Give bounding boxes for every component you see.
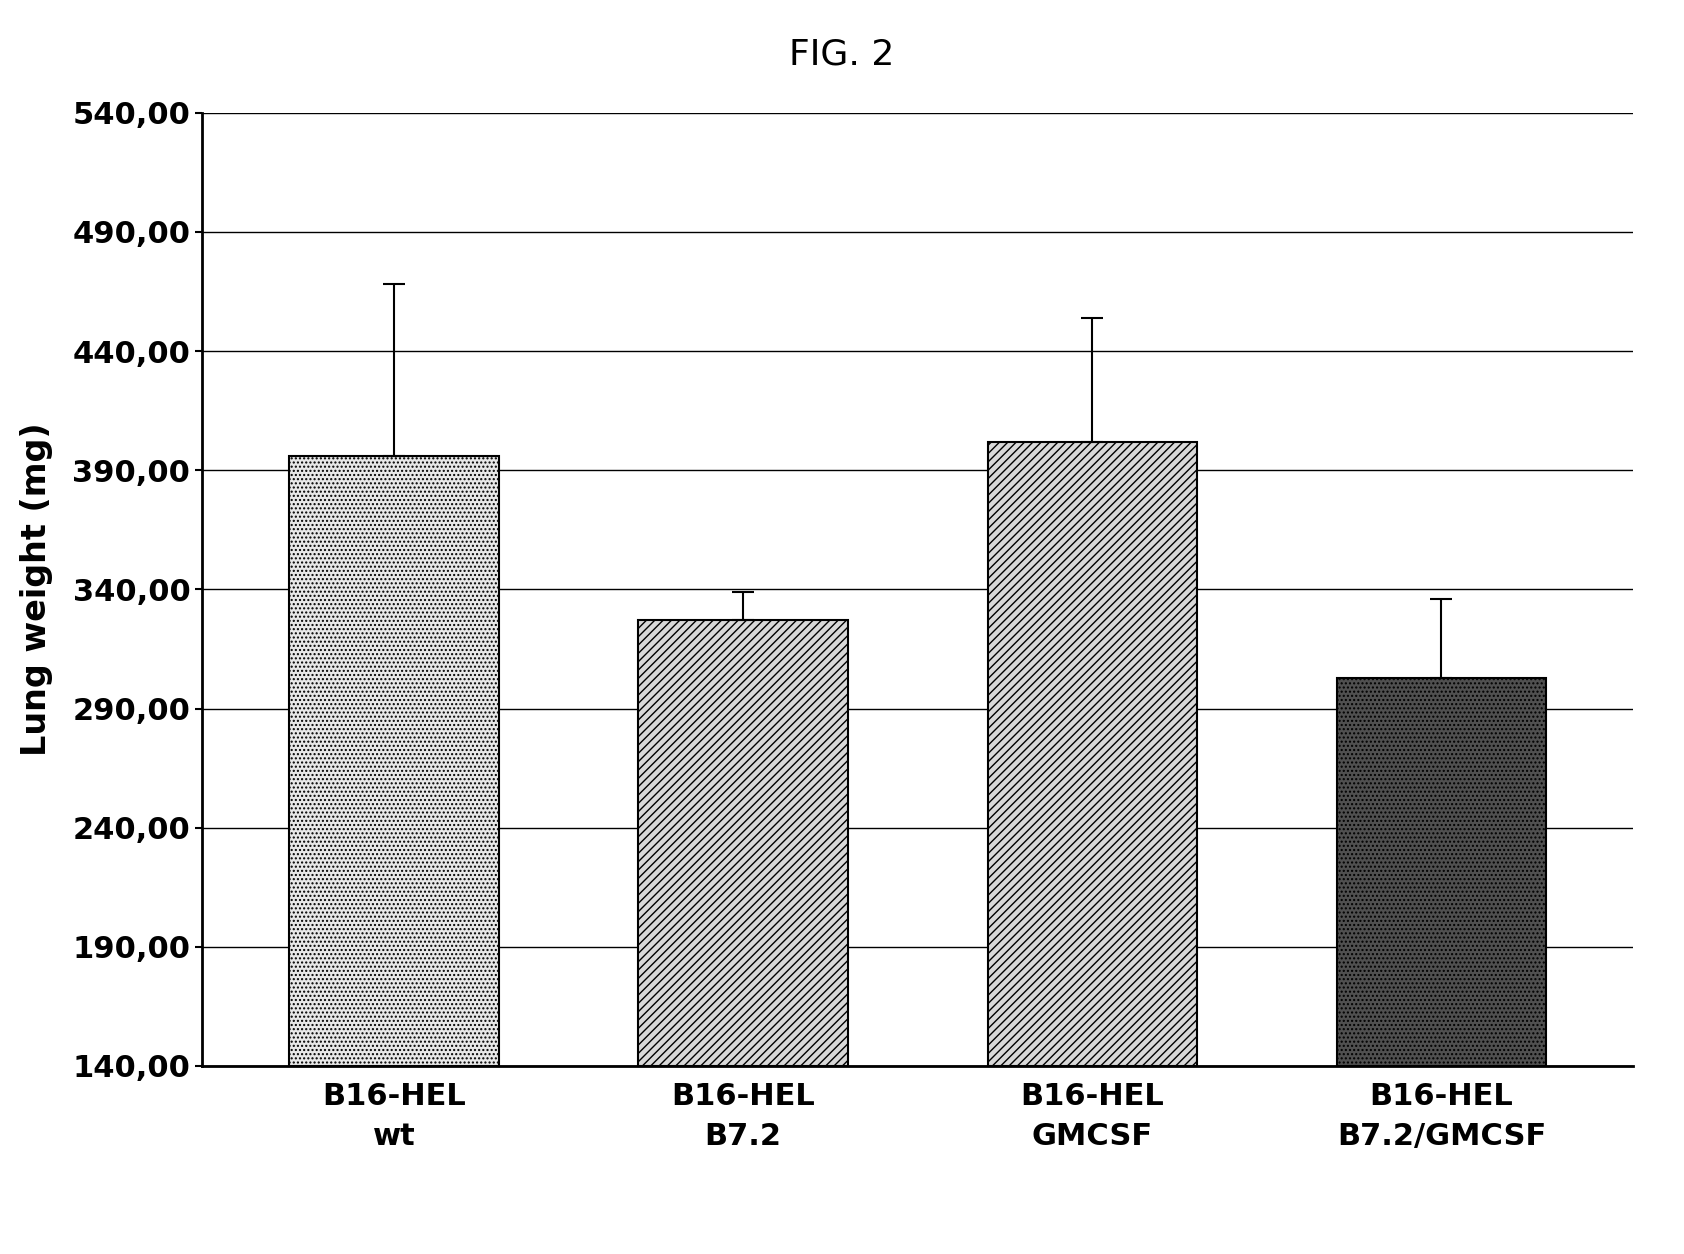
Bar bbox=[638, 621, 849, 1066]
Y-axis label: Lung weight (mg): Lung weight (mg) bbox=[20, 423, 52, 756]
Bar bbox=[290, 456, 498, 1066]
Bar bbox=[987, 441, 1197, 1066]
Bar bbox=[1337, 677, 1546, 1066]
Text: FIG. 2: FIG. 2 bbox=[790, 38, 894, 71]
